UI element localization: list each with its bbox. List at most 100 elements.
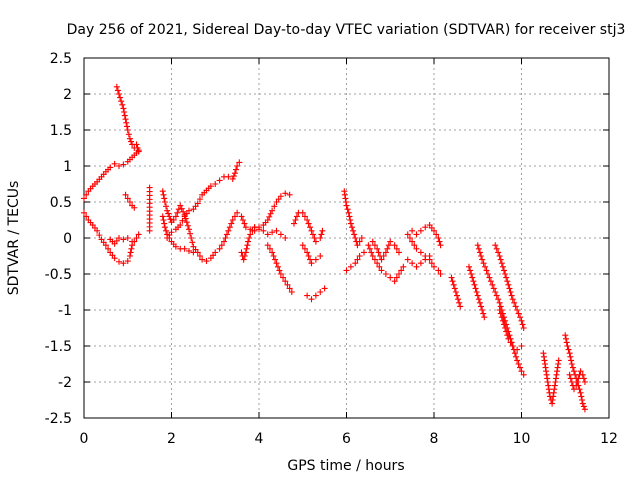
data-point <box>356 253 363 259</box>
data-point <box>473 289 480 295</box>
data-point <box>356 238 363 245</box>
data-point <box>417 260 424 267</box>
data-point <box>229 175 236 182</box>
data-point <box>562 332 569 339</box>
data-point <box>478 253 485 259</box>
data-point <box>301 213 308 220</box>
data-point <box>222 235 229 241</box>
data-point <box>273 260 280 267</box>
data-point <box>577 389 584 396</box>
data-point <box>374 245 381 252</box>
data-point <box>495 249 502 256</box>
data-point <box>456 299 463 306</box>
data-point <box>166 213 173 220</box>
x-tick-label: 2 <box>167 431 176 447</box>
data-point <box>514 307 521 313</box>
data-point <box>196 196 203 203</box>
data-point <box>125 131 132 138</box>
y-axis-label: SDTVAR / TECUs <box>6 181 22 296</box>
data-point <box>474 242 481 249</box>
tick-labels: 0 2 4 6 8 10 12 2.5 2 1.5 1 0.5 0 -0.5 -1 -1.5 -2 -2.5 <box>45 51 618 447</box>
data-point <box>286 191 293 198</box>
data-point <box>571 368 577 375</box>
data-point <box>301 245 308 252</box>
data-point <box>413 231 420 238</box>
data-point <box>286 285 293 292</box>
data-point <box>567 375 574 382</box>
data-point <box>269 249 276 256</box>
data-point <box>396 249 402 256</box>
data-point <box>495 296 502 303</box>
data-point <box>160 191 167 198</box>
data-point <box>352 260 359 267</box>
data-point <box>111 160 118 167</box>
data-point <box>413 245 420 252</box>
data-point <box>514 357 521 364</box>
data-point <box>242 249 249 256</box>
data-point <box>347 263 354 270</box>
data-point <box>436 238 443 245</box>
data-point <box>221 238 227 245</box>
data-point <box>563 339 570 346</box>
data-point <box>417 227 424 234</box>
data-point <box>105 245 112 252</box>
y-tick-label: -1.5 <box>45 339 72 355</box>
data-point <box>566 350 573 357</box>
data-point <box>452 289 459 295</box>
data-point <box>135 148 142 155</box>
data-point <box>393 274 400 281</box>
data-point <box>350 227 357 234</box>
data-point <box>288 289 295 295</box>
data-point <box>277 231 284 238</box>
data-point <box>512 303 519 310</box>
data-point <box>391 278 398 285</box>
data-point <box>479 256 486 263</box>
data-point <box>375 249 382 256</box>
data-point <box>486 274 493 281</box>
data-point <box>366 245 373 252</box>
data-point <box>174 209 181 216</box>
data-point <box>380 253 387 259</box>
data-point <box>409 238 416 245</box>
data-point <box>117 94 124 101</box>
data-point <box>513 353 520 360</box>
plot-frame <box>83 57 610 419</box>
data-point <box>274 263 281 270</box>
data-point <box>479 307 486 313</box>
data-point <box>304 217 311 223</box>
data-point <box>435 235 442 241</box>
data-point <box>159 213 166 220</box>
data-point <box>116 91 122 97</box>
data-point <box>579 400 586 407</box>
data-point <box>161 224 168 231</box>
data-point <box>266 245 273 252</box>
data-point <box>518 368 525 375</box>
y-tick-label: 1.5 <box>50 123 72 139</box>
data-point <box>365 242 372 249</box>
data-point <box>568 357 575 364</box>
data-point <box>161 220 168 227</box>
data-point <box>384 245 391 252</box>
data-point <box>218 242 225 249</box>
y-tick-label: 2 <box>63 87 72 103</box>
data-point <box>242 224 249 231</box>
data-point <box>308 227 315 234</box>
data-point <box>492 289 499 295</box>
data-point <box>470 278 477 285</box>
data-point <box>246 235 253 241</box>
data-point <box>426 253 433 259</box>
data-point <box>574 379 581 385</box>
data-point <box>312 238 319 245</box>
data-point <box>119 101 126 108</box>
data-point <box>133 235 140 241</box>
data-point <box>194 200 201 207</box>
data-point <box>249 227 256 234</box>
data-point <box>507 289 514 295</box>
chart-title: Day 256 of 2021, Sidereal Day-to-day VTE… <box>67 22 626 38</box>
data-point <box>496 299 503 306</box>
data-point <box>172 213 179 220</box>
data-point <box>228 220 235 227</box>
data-point <box>431 263 437 270</box>
data-point <box>517 314 524 321</box>
data-point <box>264 231 271 238</box>
